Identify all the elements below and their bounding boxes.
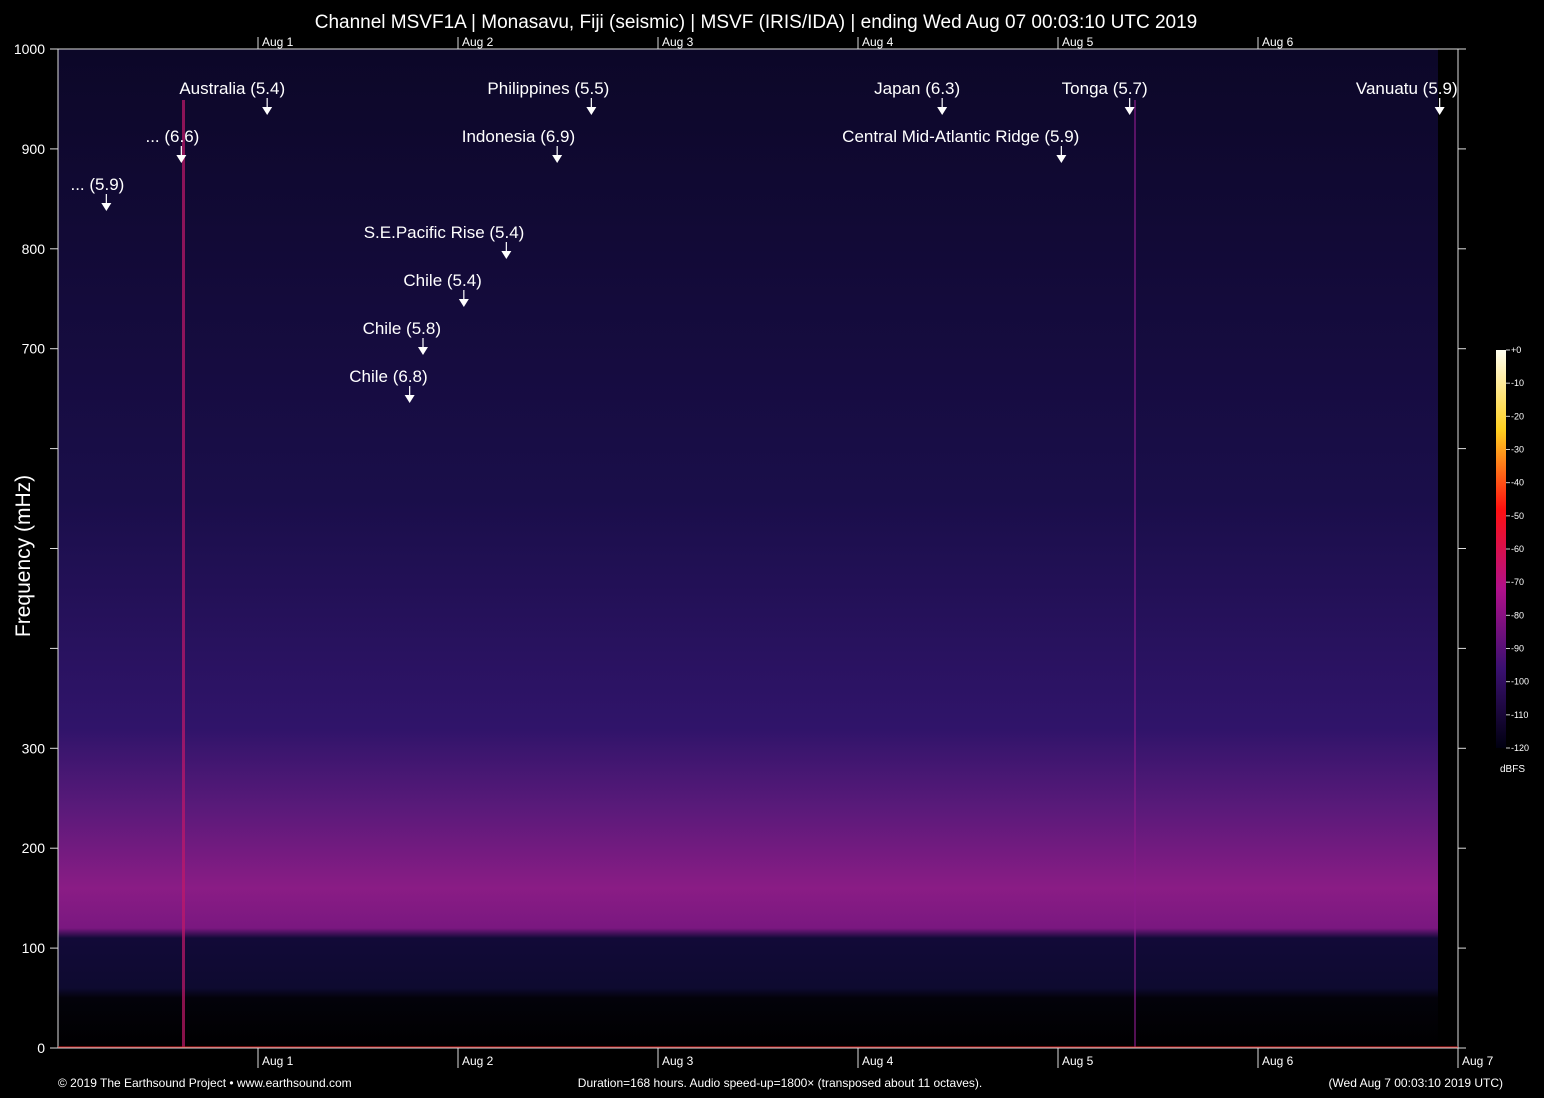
colorbar-label: dBFS (1500, 764, 1525, 775)
colorbar-tick-label: -80 (1511, 610, 1524, 620)
colorbar-tick-label: -10 (1511, 378, 1524, 388)
y-tick-label: 800 (22, 241, 46, 257)
annotation-label: Japan (6.3) (874, 79, 960, 98)
annotation-arrowhead (404, 395, 415, 403)
annotation-arrowhead (1434, 107, 1445, 115)
x-tick-label: Aug 6 (1262, 1054, 1294, 1068)
spectrogram (58, 49, 1438, 1048)
annotation-arrowhead (458, 299, 469, 307)
annotation-label: Chile (6.8) (349, 367, 427, 386)
annotation-arrowhead (586, 107, 597, 115)
x-tick-label: Aug 2 (462, 1054, 494, 1068)
x-tick-label: Aug 7 (1462, 1054, 1494, 1068)
annotation-label: ... (5.9) (70, 175, 124, 194)
x-tick-label: Aug 1 (262, 1054, 294, 1068)
x-tick-label: Aug 5 (1062, 1054, 1094, 1068)
x-tick-label-top: Aug 5 (1062, 35, 1094, 49)
colorbar-tick-label: -60 (1511, 544, 1524, 554)
annotation-label: S.E.Pacific Rise (5.4) (364, 223, 525, 242)
colorbar-tick-label: -30 (1511, 445, 1524, 455)
y-tick-label: 100 (22, 940, 46, 956)
y-tick-label: 200 (22, 840, 46, 856)
annotation-arrowhead (501, 251, 512, 259)
y-tick-label: 300 (22, 740, 46, 756)
y-tick-label: 0 (37, 1040, 45, 1056)
annotation-arrowhead (101, 203, 112, 211)
colorbar (1496, 350, 1506, 748)
colorbar-tick-label: -20 (1511, 411, 1524, 421)
annotation-arrowhead (937, 107, 948, 115)
annotation-label: Tonga (5.7) (1062, 79, 1148, 98)
annotation-arrowhead (1124, 107, 1135, 115)
colorbar-tick-label: -120 (1511, 743, 1529, 753)
colorbar-tick-label: -110 (1511, 710, 1528, 720)
footer-right: (Wed Aug 7 00:03:10 2019 UTC) (1328, 1076, 1503, 1090)
colorbar-tick-label: -90 (1511, 644, 1524, 654)
x-tick-label: Aug 3 (662, 1054, 694, 1068)
annotation-arrowhead (176, 155, 187, 163)
annotation-label: Chile (5.8) (363, 319, 441, 338)
x-tick-label-top: Aug 1 (262, 35, 294, 49)
annotation-label: Chile (5.4) (403, 271, 481, 290)
annotation-label: Indonesia (6.9) (462, 127, 575, 146)
annotation-arrowhead (552, 155, 563, 163)
event-streak (182, 100, 185, 1048)
annotation-arrowhead (1056, 155, 1067, 163)
colorbar-tick-label: -40 (1511, 478, 1524, 488)
footer-left: © 2019 The Earthsound Project • www.eart… (58, 1076, 352, 1090)
annotation-arrowhead (418, 347, 428, 355)
annotation-arrowhead (262, 107, 273, 115)
x-tick-label-top: Aug 6 (1262, 35, 1294, 49)
colorbar-tick-label: -100 (1511, 677, 1529, 687)
x-tick-label-top: Aug 3 (662, 35, 694, 49)
footer-center: Duration=168 hours. Audio speed-up=1800×… (578, 1076, 982, 1090)
y-tick-label: 1000 (14, 41, 45, 57)
colorbar-tick-label: -70 (1511, 577, 1524, 587)
y-tick-label: 700 (22, 341, 46, 357)
colorbar-tick-label: -50 (1511, 511, 1524, 521)
annotation-label: ... (6.6) (145, 127, 199, 146)
event-streak (1134, 100, 1136, 1048)
y-tick-label: 900 (22, 141, 46, 157)
chart-title: Channel MSVF1A | Monasavu, Fiji (seismic… (315, 12, 1198, 33)
x-tick-label-top: Aug 2 (462, 35, 494, 49)
x-tick-label: Aug 4 (862, 1054, 894, 1068)
y-axis-label: Frequency (mHz) (12, 475, 35, 637)
x-tick-label-top: Aug 4 (862, 35, 894, 49)
colorbar-tick-label: +0 (1511, 345, 1521, 355)
annotation-label: Vanuatu (5.9) (1356, 79, 1458, 98)
annotation-label: Australia (5.4) (179, 79, 285, 98)
annotation-label: Philippines (5.5) (487, 79, 609, 98)
annotation-label: Central Mid-Atlantic Ridge (5.9) (842, 127, 1079, 146)
